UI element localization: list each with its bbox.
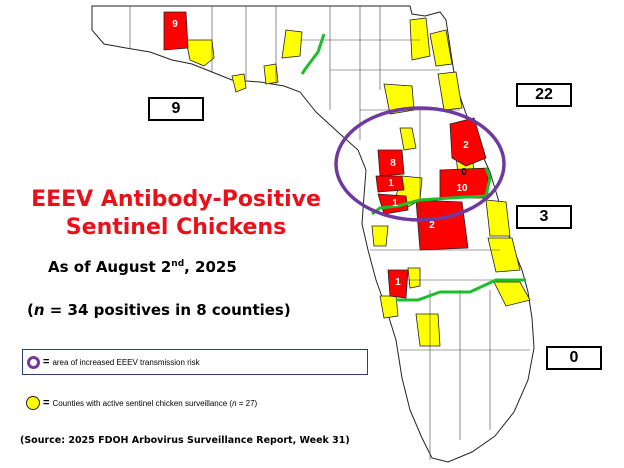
- positive-counties: [163, 11, 489, 299]
- legend-surveillance-label: Counties with active sentinel chicken su…: [52, 399, 257, 408]
- risk-circle: [334, 106, 506, 222]
- legend-eq: =: [43, 356, 50, 368]
- county-count-label: 1: [395, 277, 401, 288]
- region-total-south: 0: [546, 346, 602, 370]
- purple-circle-icon: [27, 355, 40, 369]
- region-total-northeast: 22: [516, 83, 572, 107]
- positives-summary: (n = 34 positives in 8 counties): [27, 301, 291, 319]
- map-title-line1: EEEV Antibody-Positive: [31, 187, 321, 212]
- map-title-line2: Sentinel Chickens: [65, 215, 287, 240]
- legend-surveillance: = Counties with active sentinel chicken …: [26, 396, 257, 410]
- legend-surveillance-post: = 27): [236, 398, 258, 408]
- county-count-label: 2: [429, 220, 435, 231]
- county-count-label: 1: [392, 198, 398, 209]
- as-of-suffix: , 2025: [184, 258, 237, 276]
- legend-risk-label: area of increased EEEV transmission risk: [52, 357, 200, 367]
- county-lines: [129, 6, 530, 460]
- legend-eq: =: [43, 397, 50, 409]
- region-total-central-east: 3: [516, 205, 572, 229]
- as-of-prefix: As of August 2: [48, 258, 172, 276]
- source-note: (Source: 2025 FDOH Arbovirus Surveillanc…: [20, 435, 350, 446]
- county-count-label: 1: [388, 178, 394, 189]
- legend-surveillance-n: n: [232, 398, 237, 408]
- as-of-date: As of August 2nd, 2025: [48, 258, 237, 276]
- county-count-label: 9: [172, 19, 178, 30]
- summary-n: n: [33, 301, 45, 319]
- legend-surveillance-pre: Counties with active sentinel chicken su…: [52, 398, 233, 408]
- legend-risk-area: = area of increased EEEV transmission ri…: [22, 349, 368, 375]
- summary-rest: = 34 positives in 8 counties): [44, 301, 291, 319]
- county-count-label: 8: [390, 158, 396, 169]
- as-of-sup: nd: [171, 259, 185, 269]
- region-total-northwest: 9: [148, 97, 204, 121]
- region-dividers: [300, 33, 526, 302]
- surveillance-counties: [185, 17, 531, 347]
- county-count-label: 10: [456, 183, 468, 194]
- yellow-circle-icon: [26, 396, 40, 410]
- summary-open: (: [27, 301, 34, 319]
- county-count-label: 2: [463, 140, 469, 151]
- county-count-label: 0: [461, 167, 467, 178]
